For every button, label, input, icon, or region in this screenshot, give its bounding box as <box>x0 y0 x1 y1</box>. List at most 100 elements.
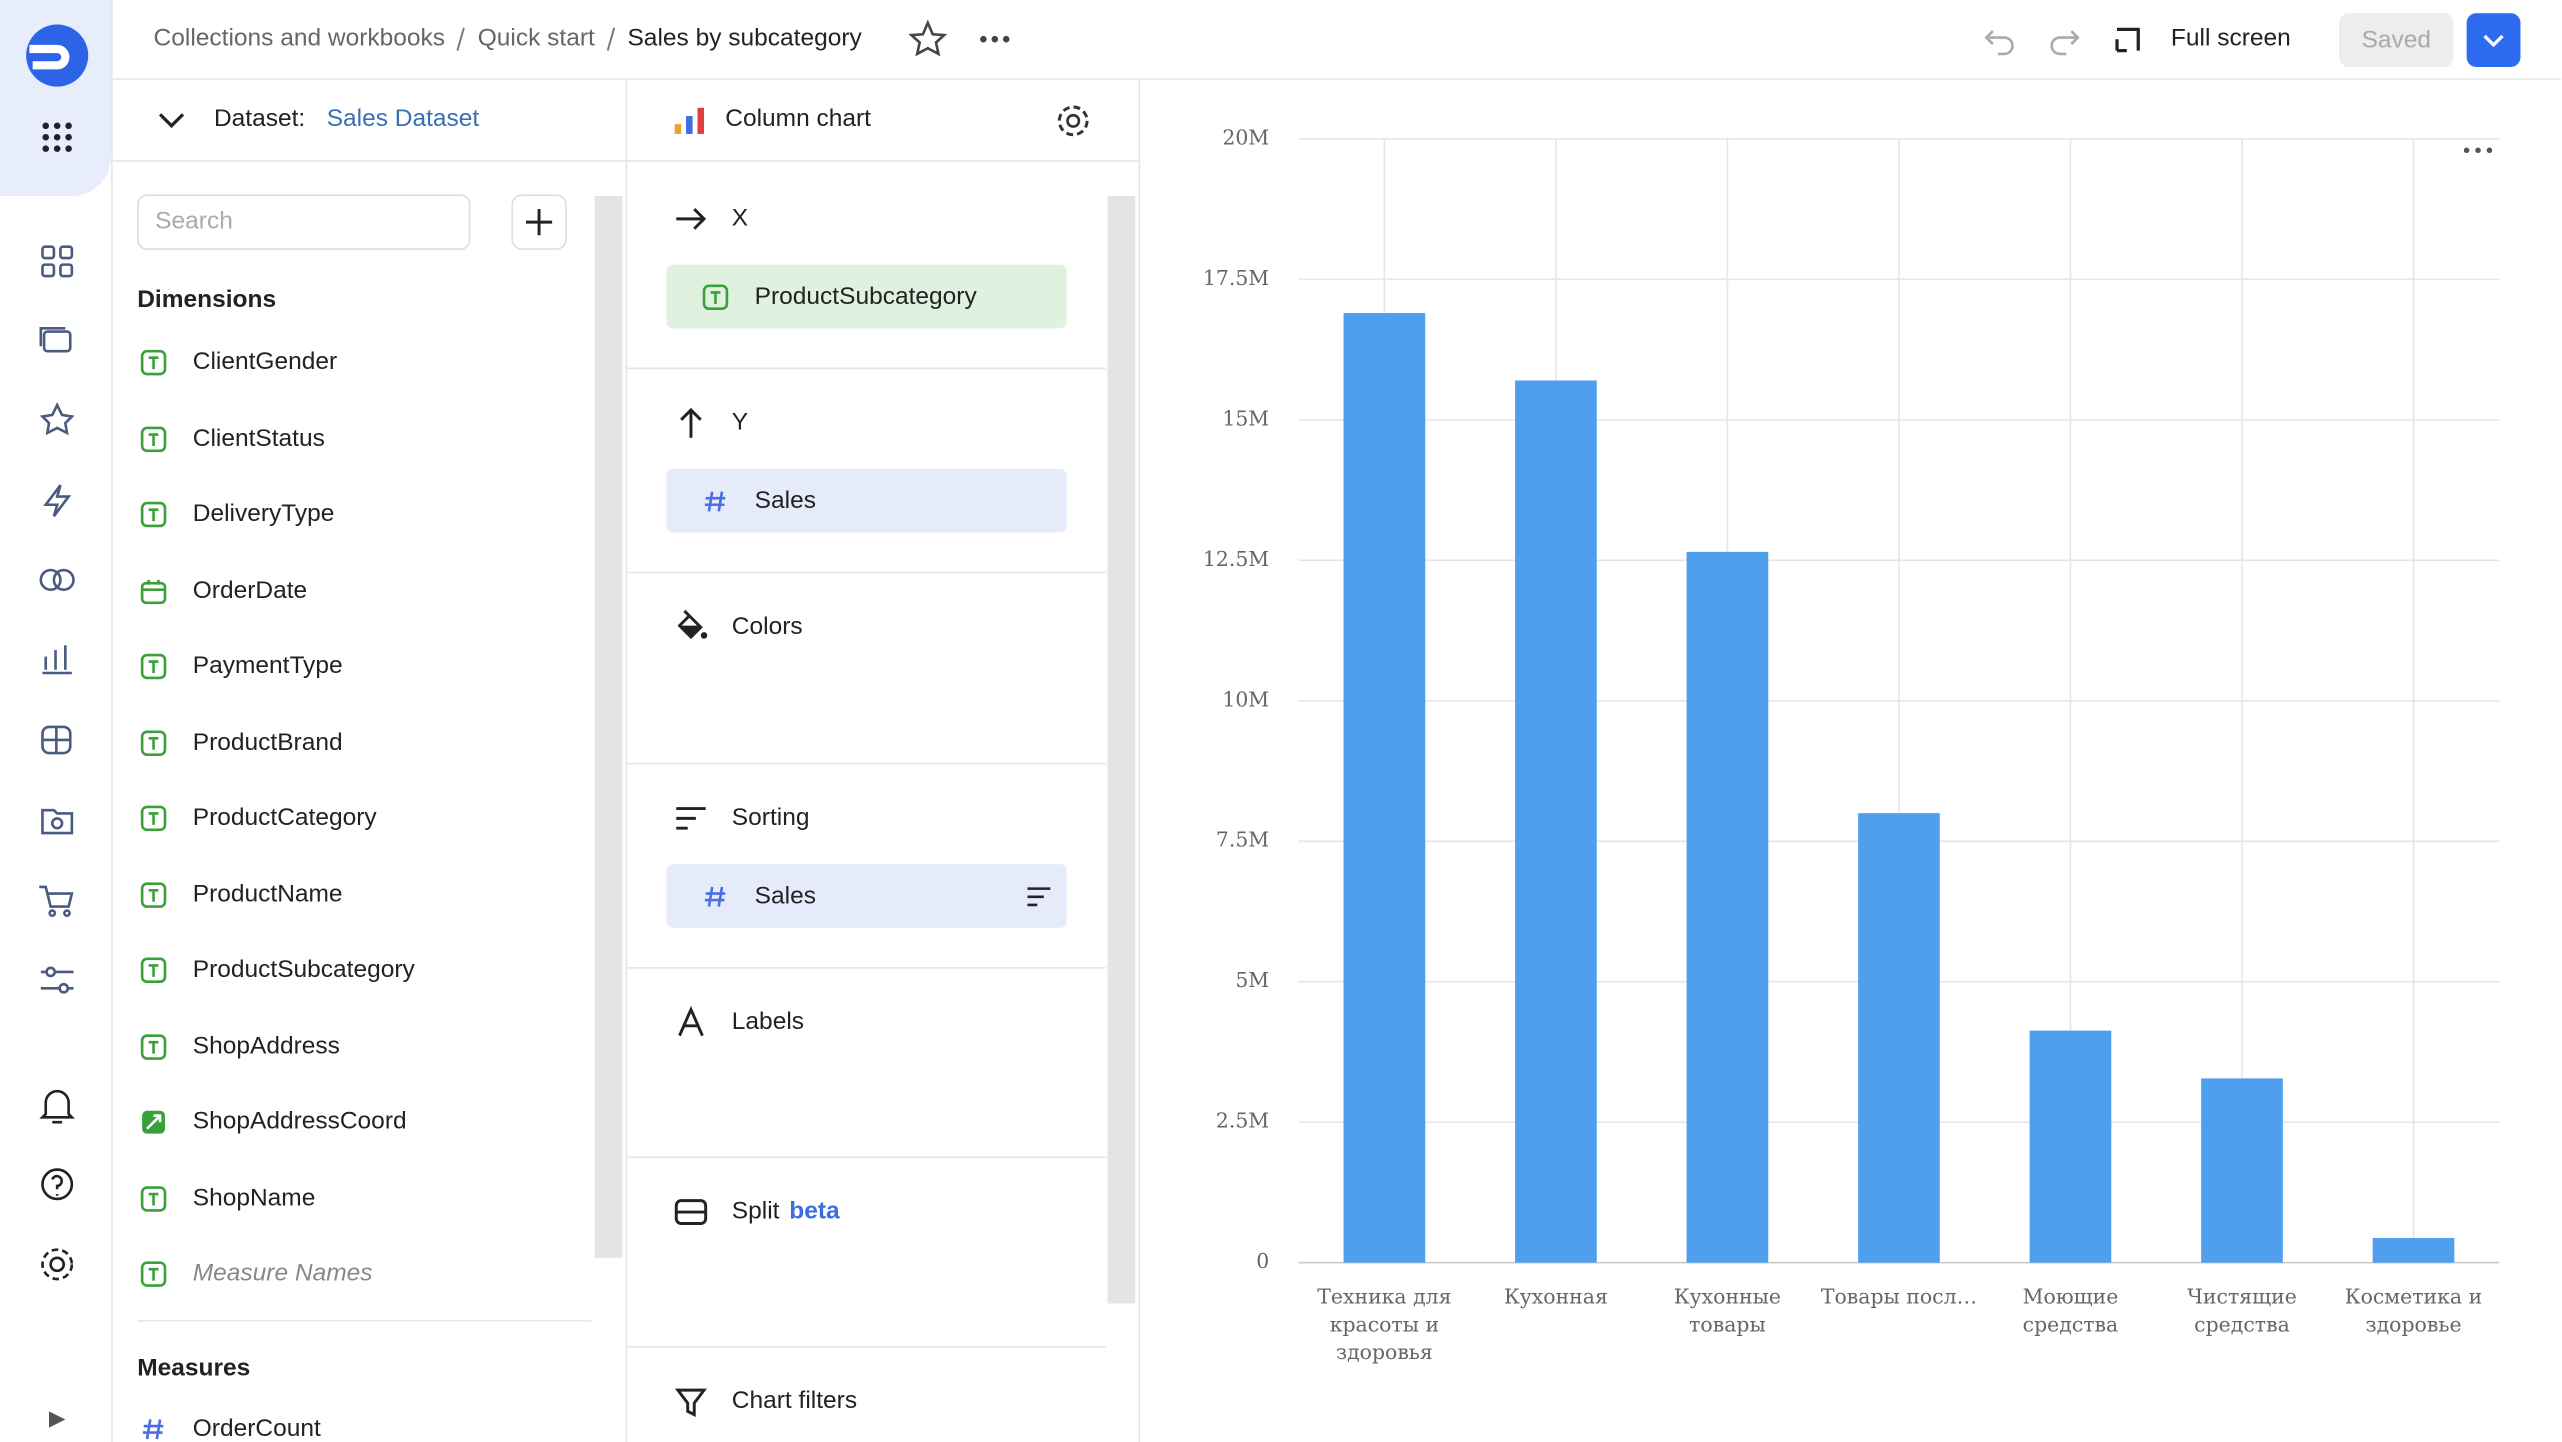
bar <box>1858 813 1940 1263</box>
x-tick-label: Косметика и здоровье <box>2344 1283 2483 1337</box>
section-header: X <box>732 203 748 236</box>
y-tick-label: 0 <box>1256 1249 1269 1273</box>
more-button[interactable] <box>980 35 1010 43</box>
field-icon <box>140 729 167 756</box>
section-title: Sorting <box>731 803 810 832</box>
section-divider <box>627 967 1106 969</box>
dimension-field[interactable]: DeliveryType <box>192 499 335 528</box>
header <box>112 0 2562 81</box>
fullscreen-button[interactable]: Full screen <box>2170 24 2291 53</box>
dataset-name[interactable]: Sales Dataset <box>326 104 480 133</box>
item-icon <box>702 284 729 311</box>
add-field-button[interactable] <box>511 194 567 250</box>
measures-divider <box>137 1319 592 1322</box>
search-input[interactable]: Search <box>137 194 471 250</box>
wizard-panel <box>626 80 1141 1442</box>
x-tick-label: Чистящие средства <box>2187 1283 2297 1337</box>
field-icon <box>140 1185 167 1211</box>
bar <box>2029 1030 2112 1263</box>
breadcrumb-separator <box>606 27 616 51</box>
section-icon <box>674 1199 708 1225</box>
dimension-field[interactable]: ShopAddressCoord <box>192 1107 407 1136</box>
toolbar-icons <box>1984 27 2140 56</box>
redo-button[interactable] <box>2050 30 2080 56</box>
field-icon <box>140 425 167 452</box>
dimension-field[interactable]: ProductName <box>192 879 343 908</box>
dimension-field[interactable]: Measure Names <box>192 1259 373 1288</box>
field-icon <box>140 579 167 604</box>
chart-menu-button[interactable] <box>2463 147 2493 154</box>
breadcrumb-separator <box>457 27 466 51</box>
section-divider <box>627 367 1106 370</box>
dimensions-title: Dimensions <box>137 285 277 314</box>
measure-field[interactable]: OrderCount <box>192 1414 321 1442</box>
y-tick-label: 15M <box>1222 406 1269 430</box>
section-title: Chart filters <box>731 1386 858 1415</box>
fullscreen-icon[interactable] <box>2115 27 2140 53</box>
placeholder-item[interactable] <box>666 864 1067 928</box>
collapse-icon[interactable] <box>155 108 188 134</box>
favorite-button[interactable] <box>908 19 948 57</box>
nav-icons <box>26 24 89 1428</box>
section-title: X <box>731 204 749 232</box>
field-icon <box>140 957 167 984</box>
dataset-label: Dataset: <box>213 104 306 133</box>
section-header: Split beta <box>732 1196 840 1229</box>
save-button[interactable]: Saved <box>2339 13 2454 67</box>
undo-button[interactable] <box>1984 30 2014 56</box>
breadcrumb[interactable]: Sales by subcategory <box>627 24 862 53</box>
x-tick-label: Кухонные товары <box>1673 1283 1782 1337</box>
dimension-field[interactable]: ProductSubcategory <box>192 955 415 984</box>
y-tick-label: 2.5M <box>1216 1109 1269 1133</box>
section-title: Y <box>731 408 749 437</box>
bar <box>1686 551 1769 1263</box>
dimension-field[interactable]: OrderDate <box>192 575 308 604</box>
field-icon <box>142 1419 164 1440</box>
section-icon <box>676 208 707 230</box>
section-divider <box>627 1156 1106 1159</box>
chart-settings-button[interactable] <box>1055 103 1091 139</box>
section-header: Labels <box>732 1006 804 1039</box>
section-icon <box>676 807 706 830</box>
scrollbar <box>1107 196 1136 1304</box>
scrollbar <box>594 196 623 1258</box>
y-tick-label: 5M <box>1235 968 1269 992</box>
dimension-field[interactable]: ProductBrand <box>192 727 343 756</box>
bar <box>1343 313 1426 1263</box>
breadcrumb[interactable]: Quick start <box>477 24 595 53</box>
apps-icon[interactable] <box>42 122 72 152</box>
placeholder-item[interactable] <box>666 264 1067 329</box>
dimension-field[interactable]: ProductCategory <box>192 803 377 832</box>
dimension-field[interactable]: ShopAddress <box>192 1031 340 1060</box>
dimension-field[interactable]: ClientStatus <box>192 423 325 452</box>
placeholder-item-label: Sales <box>754 486 816 515</box>
measures-title: Measures <box>137 1354 251 1382</box>
placeholder-item-label: Sales <box>754 882 816 910</box>
item-icon <box>704 491 726 512</box>
save-menu-button[interactable] <box>2466 13 2521 67</box>
section-divider <box>627 571 1106 574</box>
dimension-field[interactable]: ClientGender <box>192 347 338 376</box>
placeholder-item[interactable] <box>666 468 1067 533</box>
x-tick-label: Техника для красоты и здоровья <box>1317 1283 1452 1364</box>
breadcrumb[interactable]: Collections and workbooks <box>153 24 446 53</box>
dimension-field[interactable]: PaymentType <box>192 651 343 680</box>
chart-type[interactable]: Column chart <box>725 104 871 133</box>
chart-type-icon[interactable] <box>673 105 709 138</box>
section-divider <box>627 762 1106 765</box>
header-icons <box>908 19 1010 57</box>
section-title: Labels <box>731 1007 805 1036</box>
section-header: Y <box>732 407 748 440</box>
nav-menu-icons[interactable] <box>39 245 76 1428</box>
x-tick-label: Моющие средства <box>2022 1283 2119 1337</box>
field-icon <box>142 1110 165 1134</box>
dimension-field[interactable]: ShopName <box>192 1183 316 1212</box>
section-title: Colors <box>731 612 803 641</box>
logo <box>26 24 89 87</box>
section-icon <box>677 609 708 640</box>
x-tick-label: Кухонная <box>1503 1283 1608 1309</box>
field-icon <box>140 1033 167 1059</box>
y-tick-label: 17.5M <box>1203 266 1269 290</box>
